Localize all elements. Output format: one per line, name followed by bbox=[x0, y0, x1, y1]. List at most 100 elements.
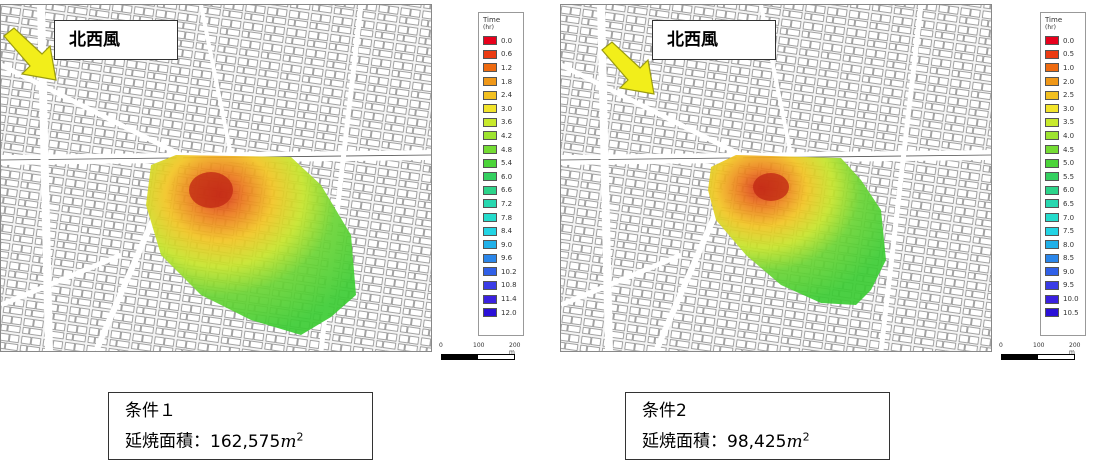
legend-row: 9.5 bbox=[1041, 279, 1085, 293]
legend-label: 1.0 bbox=[1063, 63, 1075, 72]
legend-label: 8.4 bbox=[501, 227, 513, 236]
legend-row: 3.0 bbox=[479, 102, 523, 116]
legend-label: 8.5 bbox=[1063, 254, 1075, 263]
legend-swatch bbox=[483, 158, 497, 168]
legend-unit: (hr) bbox=[1045, 24, 1056, 31]
legend-label: 9.0 bbox=[501, 240, 513, 249]
legend-label: 1.2 bbox=[501, 63, 513, 72]
legend-label: 0.0 bbox=[1063, 36, 1075, 45]
scale-label-100: 100 bbox=[473, 342, 485, 349]
fire-spread-map bbox=[0, 4, 432, 352]
legend-row: 1.8 bbox=[479, 75, 523, 89]
legend-swatch bbox=[483, 213, 497, 223]
legend-swatch bbox=[1045, 49, 1059, 59]
legend-row: 9.0 bbox=[1041, 265, 1085, 279]
legend-row: 6.5 bbox=[1041, 197, 1085, 211]
legend-swatch bbox=[1045, 117, 1059, 127]
legend-row: 8.0 bbox=[1041, 238, 1085, 252]
legend-swatch bbox=[1045, 294, 1059, 304]
legend-row: 6.6 bbox=[479, 184, 523, 198]
legend-swatch bbox=[1045, 253, 1059, 263]
legend-row: 5.0 bbox=[1041, 156, 1085, 170]
map-canvas bbox=[1, 5, 431, 351]
legend-label: 10.0 bbox=[1063, 295, 1079, 304]
legend-row: 0.0 bbox=[1041, 34, 1085, 48]
legend-row: 8.4 bbox=[479, 224, 523, 238]
ignition-point bbox=[189, 172, 233, 208]
legend-label: 11.4 bbox=[501, 295, 517, 304]
legend-row: 4.5 bbox=[1041, 143, 1085, 157]
legend-label: 12.0 bbox=[501, 308, 517, 317]
scale-line bbox=[1001, 354, 1075, 360]
wind-direction-arrow-icon bbox=[601, 41, 655, 95]
legend-row: 3.5 bbox=[1041, 116, 1085, 130]
legend-swatch bbox=[483, 90, 497, 100]
legend-swatch bbox=[1045, 36, 1059, 46]
legend-label: 7.2 bbox=[501, 199, 513, 208]
scale-label-200: 200 m bbox=[1069, 342, 1081, 356]
legend-label: 6.5 bbox=[1063, 199, 1075, 208]
burned-area-value: 98,425m2 bbox=[727, 430, 810, 452]
legend-swatch bbox=[483, 77, 497, 87]
wind-direction-arrow-icon bbox=[3, 27, 57, 81]
burned-area-label: 延焼面積： bbox=[125, 431, 210, 452]
burned-area: 延焼面積：162,575m2 bbox=[125, 424, 372, 455]
legend-label: 2.0 bbox=[1063, 77, 1075, 86]
time-legend: Time (hr) 0.0 0.5 1.0 2.0 2.5 3.0 3.5 4.0 4.5 5.0… bbox=[1040, 12, 1086, 336]
legend-label: 3.0 bbox=[1063, 104, 1075, 113]
legend-row: 11.4 bbox=[479, 292, 523, 306]
legend-label: 4.0 bbox=[1063, 131, 1075, 140]
road bbox=[597, 5, 613, 351]
legend-swatch bbox=[1045, 131, 1059, 141]
burned-area-value: 162,575m2 bbox=[210, 430, 304, 452]
legend-unit: (hr) bbox=[483, 24, 494, 31]
legend-swatch bbox=[483, 49, 497, 59]
legend-label: 2.5 bbox=[1063, 91, 1075, 100]
wind-direction-label: 北西風 bbox=[54, 20, 178, 60]
legend-swatch bbox=[1045, 63, 1059, 73]
legend-label: 5.0 bbox=[1063, 159, 1075, 168]
legend-swatch bbox=[1045, 158, 1059, 168]
legend-swatch bbox=[483, 226, 497, 236]
legend-swatch bbox=[1045, 308, 1059, 318]
legend-row: 0.5 bbox=[1041, 48, 1085, 62]
legend-swatch bbox=[483, 280, 497, 290]
legend-rows: 0.0 0.6 1.2 1.8 2.4 3.0 3.6 4.2 4.8 5.4 6.0 6.6 7.2 7… bbox=[479, 34, 523, 319]
legend-title: Time bbox=[1045, 16, 1063, 24]
legend-swatch bbox=[483, 267, 497, 277]
legend-row: 10.2 bbox=[479, 265, 523, 279]
legend-row: 5.4 bbox=[479, 156, 523, 170]
map-panel-condition-1: 北西風 Time (hr) 0.0 0.6 1.2 1.8 2.4 3.0 3.6 4.2 4.… bbox=[0, 4, 524, 460]
legend-row: 2.0 bbox=[1041, 75, 1085, 89]
legend-label: 6.6 bbox=[501, 186, 513, 195]
condition-label: 条件１ bbox=[125, 401, 176, 421]
legend-row: 7.2 bbox=[479, 197, 523, 211]
scale-label-200: 200 m bbox=[509, 342, 521, 356]
scale-bar: 0 100 200 m bbox=[999, 342, 1087, 366]
legend-swatch bbox=[483, 308, 497, 318]
legend-swatch bbox=[1045, 104, 1059, 114]
legend-row: 1.2 bbox=[479, 61, 523, 75]
legend-swatch bbox=[1045, 267, 1059, 277]
legend-rows: 0.0 0.5 1.0 2.0 2.5 3.0 3.5 4.0 4.5 5.0 5.5 6.0 6.5 7… bbox=[1041, 34, 1085, 319]
legend-title: Time bbox=[483, 16, 501, 24]
legend-swatch bbox=[483, 117, 497, 127]
legend-label: 5.5 bbox=[1063, 172, 1075, 181]
legend-row: 10.8 bbox=[479, 279, 523, 293]
legend-row: 5.5 bbox=[1041, 170, 1085, 184]
legend-row: 6.0 bbox=[1041, 184, 1085, 198]
legend-swatch bbox=[1045, 172, 1059, 182]
legend-row: 9.6 bbox=[479, 252, 523, 266]
legend-row: 8.5 bbox=[1041, 252, 1085, 266]
legend-swatch bbox=[1045, 240, 1059, 250]
legend-label: 9.6 bbox=[501, 254, 513, 263]
time-legend: Time (hr) 0.0 0.6 1.2 1.8 2.4 3.0 3.6 4.2 4.8 5.4… bbox=[478, 12, 524, 336]
scale-label-0: 0 bbox=[439, 342, 443, 349]
legend-row: 9.0 bbox=[479, 238, 523, 252]
legend-swatch bbox=[483, 253, 497, 263]
legend-label: 6.0 bbox=[501, 172, 513, 181]
legend-label: 7.0 bbox=[1063, 213, 1075, 222]
legend-swatch bbox=[483, 145, 497, 155]
result-box: 条件１ 延焼面積：162,575m2 bbox=[108, 392, 373, 460]
legend-row: 7.0 bbox=[1041, 211, 1085, 225]
